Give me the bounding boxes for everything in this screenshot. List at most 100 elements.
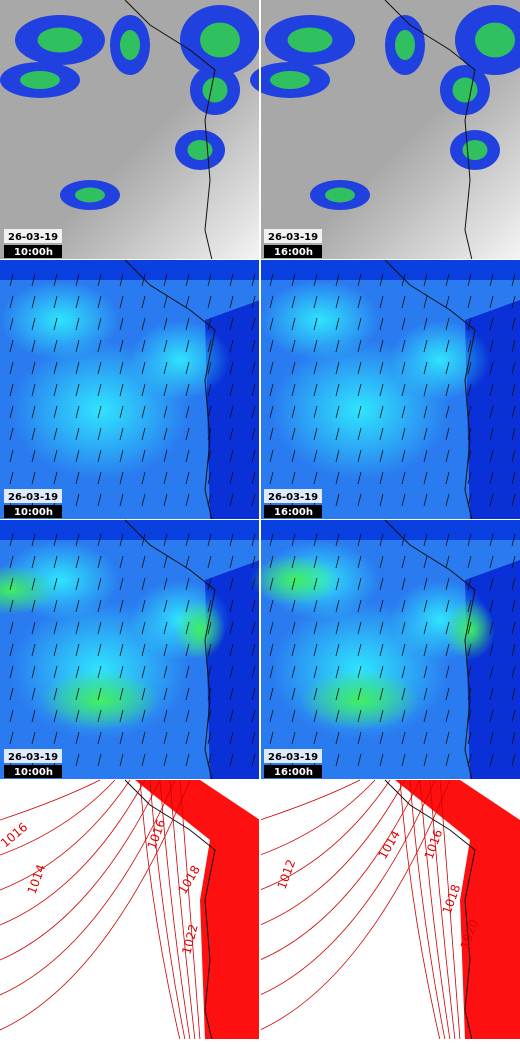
date-box — [4, 229, 62, 243]
wind-arrow — [291, 273, 296, 287]
wind-arrow — [163, 427, 168, 441]
wind-arrow — [335, 361, 340, 375]
wind-arrow — [119, 687, 124, 701]
wind-arrow — [313, 273, 318, 287]
wind-arrow — [185, 709, 190, 723]
wind-arrow — [251, 471, 256, 485]
wind-arrow — [445, 339, 450, 353]
wind-arrow — [251, 621, 256, 635]
wind-arrow — [511, 731, 516, 745]
wind-arrow — [207, 643, 212, 657]
wind-arrow — [269, 471, 274, 485]
date-label: 26-03-19 — [268, 232, 318, 243]
wind-arrow — [401, 643, 406, 657]
wind-arrow — [251, 383, 256, 397]
wind-arrow — [185, 427, 190, 441]
cloud-core — [287, 27, 333, 53]
wind-arrow — [379, 643, 384, 657]
wind-arrow — [119, 405, 124, 419]
wind-arrow — [251, 493, 256, 507]
wind-arrow — [97, 295, 102, 309]
wind-arrow — [185, 361, 190, 375]
wind-arrow — [291, 295, 296, 309]
wind-arrow — [511, 621, 516, 635]
wind-arrow — [9, 405, 14, 419]
wind-arrow — [119, 493, 124, 507]
wind-arrow — [251, 555, 256, 569]
coastline — [124, 0, 216, 261]
wind-arrow — [97, 643, 102, 657]
date-box — [264, 489, 322, 503]
wind-arrow — [401, 621, 406, 635]
wind-arrow — [269, 533, 274, 547]
wind-arrow — [313, 295, 318, 309]
wind-arrow — [445, 533, 450, 547]
wind-arrow — [119, 665, 124, 679]
wind-arrow — [75, 273, 80, 287]
wind-arrow — [9, 449, 14, 463]
wind-arrow — [75, 621, 80, 635]
date-label: 26-03-19 — [268, 752, 318, 763]
wind-arrow — [423, 709, 428, 723]
wind-arrow — [141, 383, 146, 397]
wind-arrow — [401, 317, 406, 331]
isobar — [439, 779, 461, 1041]
wind-arrow — [229, 687, 234, 701]
wind-arrow — [163, 533, 168, 547]
wind-arrow — [357, 555, 362, 569]
wind-arrow — [251, 709, 256, 723]
wind-arrow — [445, 731, 450, 745]
wind-arrow — [9, 317, 14, 331]
cloud-core — [325, 187, 355, 203]
wind-arrow — [97, 709, 102, 723]
wind-arrow — [163, 577, 168, 591]
wind-arrow — [511, 339, 516, 353]
wind-arrow — [467, 731, 472, 745]
wind-arrow — [53, 427, 58, 441]
wind-arrow — [445, 665, 450, 679]
wind-arrow — [31, 643, 36, 657]
wind-arrow — [335, 317, 340, 331]
strong-wind-zone — [300, 670, 420, 730]
wind-arrow — [229, 533, 234, 547]
date-label: 26-03-19 — [8, 232, 58, 243]
wind-arrow — [511, 427, 516, 441]
wind-arrow — [207, 273, 212, 287]
wind-arrow — [207, 533, 212, 547]
wind-arrow — [401, 709, 406, 723]
wind-arrow — [379, 493, 384, 507]
wind-arrow — [185, 621, 190, 635]
wind-arrow — [445, 273, 450, 287]
wind-arrow — [445, 753, 450, 767]
wind-arrow — [9, 577, 14, 591]
wind-arrow — [269, 273, 274, 287]
wind-arrow — [251, 687, 256, 701]
wind-arrow — [141, 665, 146, 679]
isobar — [259, 779, 361, 821]
wind-arrow — [185, 405, 190, 419]
wind-arrow — [511, 295, 516, 309]
wind-arrow — [185, 317, 190, 331]
wind-arrow — [511, 753, 516, 767]
wind-arrow — [207, 361, 212, 375]
wind-arrow — [75, 317, 80, 331]
isobar — [0, 779, 116, 856]
date-box — [4, 749, 62, 763]
wind-arrow — [229, 643, 234, 657]
wind-arrow — [163, 405, 168, 419]
wind-arrow — [379, 361, 384, 375]
wind-arrow — [291, 405, 296, 419]
wind-arrow — [489, 665, 494, 679]
isobar — [259, 779, 376, 856]
wind-arrow — [269, 709, 274, 723]
wind-arrow — [401, 361, 406, 375]
wind-arrow — [229, 731, 234, 745]
cloud-core — [475, 22, 515, 58]
wind-arrow — [357, 621, 362, 635]
wind-arrow — [75, 599, 80, 613]
wind-arrow — [423, 577, 428, 591]
wind-arrow — [401, 687, 406, 701]
wind-arrow — [423, 621, 428, 635]
wind-arrow — [445, 493, 450, 507]
wind-arrow — [379, 471, 384, 485]
